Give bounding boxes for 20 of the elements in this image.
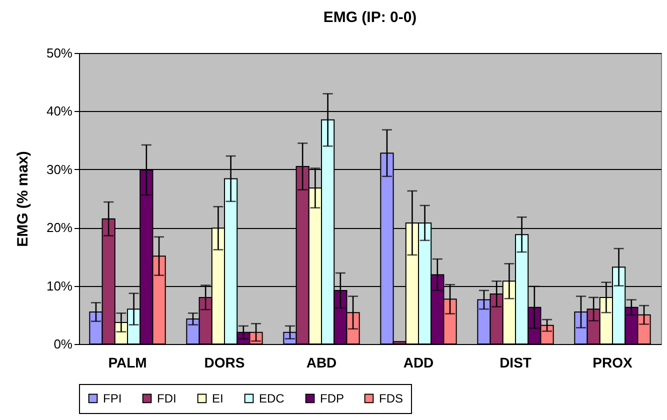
legend-label: EI (212, 391, 224, 406)
x-tick-label: PROX (592, 354, 633, 370)
x-tick-label: PALM (108, 354, 147, 370)
x-tick-label: ADD (403, 354, 434, 370)
y-tick-label: 20% (46, 220, 73, 236)
x-tick-label: DORS (204, 354, 245, 370)
y-tick-label: 10% (46, 278, 73, 294)
x-tick-label: ABD (306, 354, 337, 370)
y-tick-label: 50% (46, 46, 73, 60)
x-tick-label: DIST (500, 354, 532, 370)
legend-label: FPI (103, 391, 122, 406)
y-tick-label: 40% (46, 104, 73, 119)
legend-label: FDS (379, 391, 403, 406)
y-tick-label: 0% (54, 336, 73, 352)
legend-label: FDP (320, 391, 344, 406)
chart-title: EMG (IP: 0-0) (323, 9, 417, 26)
y-axis-title: EMG (% max) (14, 151, 32, 247)
legend-label: EDC (259, 391, 285, 406)
y-tick-label: 30% (46, 162, 73, 177)
legend-label: FDI (157, 391, 176, 406)
